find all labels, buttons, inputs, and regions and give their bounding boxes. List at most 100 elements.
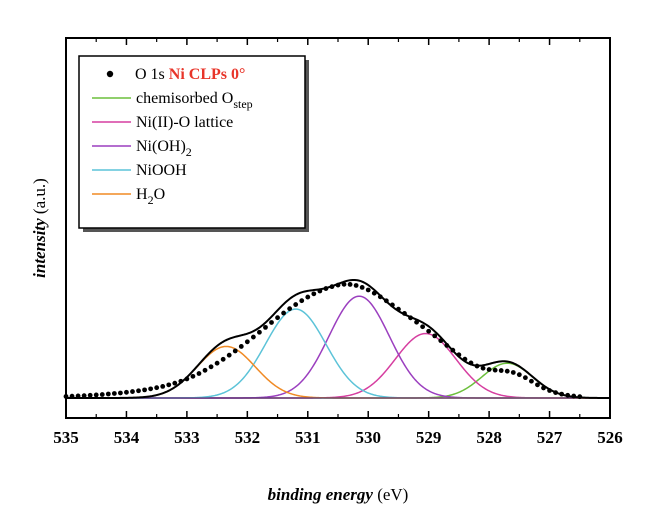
data-point (287, 306, 293, 312)
data-point (105, 391, 111, 397)
data-point (353, 283, 359, 288)
data-point (486, 367, 492, 372)
data-point (571, 393, 577, 399)
data-points (63, 281, 583, 400)
x-tick-label: 530 (355, 428, 381, 447)
x-tick-label: 526 (597, 428, 623, 447)
x-axis-tick-labels: 535 534 533 532 531 530 529 528 527 526 (53, 428, 623, 447)
data-point (444, 343, 450, 348)
data-point (359, 285, 365, 290)
data-point (87, 392, 93, 398)
data-point (317, 288, 323, 294)
data-point (244, 339, 250, 345)
data-point (202, 367, 208, 373)
data-point (535, 382, 540, 388)
data-point (160, 384, 166, 389)
data-point (305, 294, 311, 300)
data-point (184, 376, 190, 382)
data-point (93, 392, 99, 398)
x-tick-label: 528 (476, 428, 502, 447)
legend-entries: chemisorbed Ostep Ni(II)-O lattice Ni(OH)2… (92, 90, 253, 207)
data-point (377, 294, 383, 300)
data-point (347, 282, 353, 287)
data-point (474, 363, 480, 369)
fit-envelope (66, 278, 610, 399)
data-point (414, 319, 419, 325)
data-point (299, 298, 305, 304)
data-point (396, 306, 401, 312)
data-point (196, 371, 202, 376)
data-point (190, 373, 196, 379)
data-point (148, 386, 154, 392)
data-point (365, 287, 371, 293)
data-point (142, 387, 147, 393)
legend-label-hydroxide: Ni(OH)2 (136, 138, 192, 159)
data-point (498, 368, 504, 373)
data-point (456, 352, 462, 358)
data-point (281, 310, 286, 316)
data-point (420, 324, 426, 330)
legend-label-niooh: NiOOH (136, 162, 187, 179)
data-point (522, 375, 528, 381)
data-point (565, 392, 571, 398)
x-axis-title: binding energy (eV) (268, 485, 409, 504)
data-point (323, 286, 329, 291)
data-point (541, 385, 546, 391)
data-point (426, 328, 432, 334)
component-chemisorbed (66, 362, 610, 399)
legend-label-water: H2O (136, 186, 165, 207)
data-point (63, 394, 69, 399)
data-point (335, 282, 341, 288)
legend-data-label: O 1s Ni CLPs 0° (135, 66, 245, 83)
x-tick-label: 535 (53, 428, 79, 447)
data-point (250, 334, 256, 340)
data-point (178, 378, 184, 384)
data-point (492, 367, 498, 373)
component-hydroxide (66, 295, 610, 399)
data-point (341, 281, 347, 287)
legend-data-marker (106, 70, 114, 78)
data-point (257, 329, 262, 335)
data-point (480, 365, 486, 371)
data-point (130, 389, 135, 394)
data-point (547, 388, 552, 393)
x-tick-label: 531 (295, 428, 321, 447)
envelope-line (66, 278, 610, 399)
data-point (577, 394, 583, 400)
data-point (450, 347, 456, 353)
data-point (468, 360, 474, 366)
data-point (408, 315, 413, 321)
data-point (383, 298, 389, 304)
data-point (510, 370, 516, 375)
y-axis-title: intensity (a.u.) (30, 178, 49, 278)
data-point (226, 352, 232, 358)
data-point (516, 372, 522, 378)
data-point (438, 338, 444, 344)
data-point (136, 388, 141, 394)
data-point (559, 391, 565, 397)
legend: O 1s Ni CLPs 0° chemisorbed Ostep Ni(II)-… (78, 55, 309, 232)
data-point (111, 391, 117, 396)
data-point (232, 348, 238, 354)
data-point (69, 393, 75, 399)
data-point (529, 378, 534, 384)
data-point (238, 344, 244, 349)
data-point (124, 389, 129, 395)
data-point (504, 368, 510, 374)
data-point (81, 393, 87, 399)
data-point (166, 382, 172, 388)
data-point (402, 311, 407, 316)
data-point (390, 302, 395, 308)
data-point (553, 390, 558, 395)
component-niooh (66, 308, 610, 399)
x-tick-label: 527 (537, 428, 563, 447)
legend-box (78, 55, 306, 229)
data-point (275, 315, 280, 321)
legend-label-lattice: Ni(II)-O lattice (136, 114, 233, 131)
data-point (118, 390, 123, 396)
data-point (329, 284, 335, 290)
x-tick-label: 529 (416, 428, 442, 447)
x-tick-label: 532 (235, 428, 261, 447)
x-axis-ticks (65, 38, 611, 418)
